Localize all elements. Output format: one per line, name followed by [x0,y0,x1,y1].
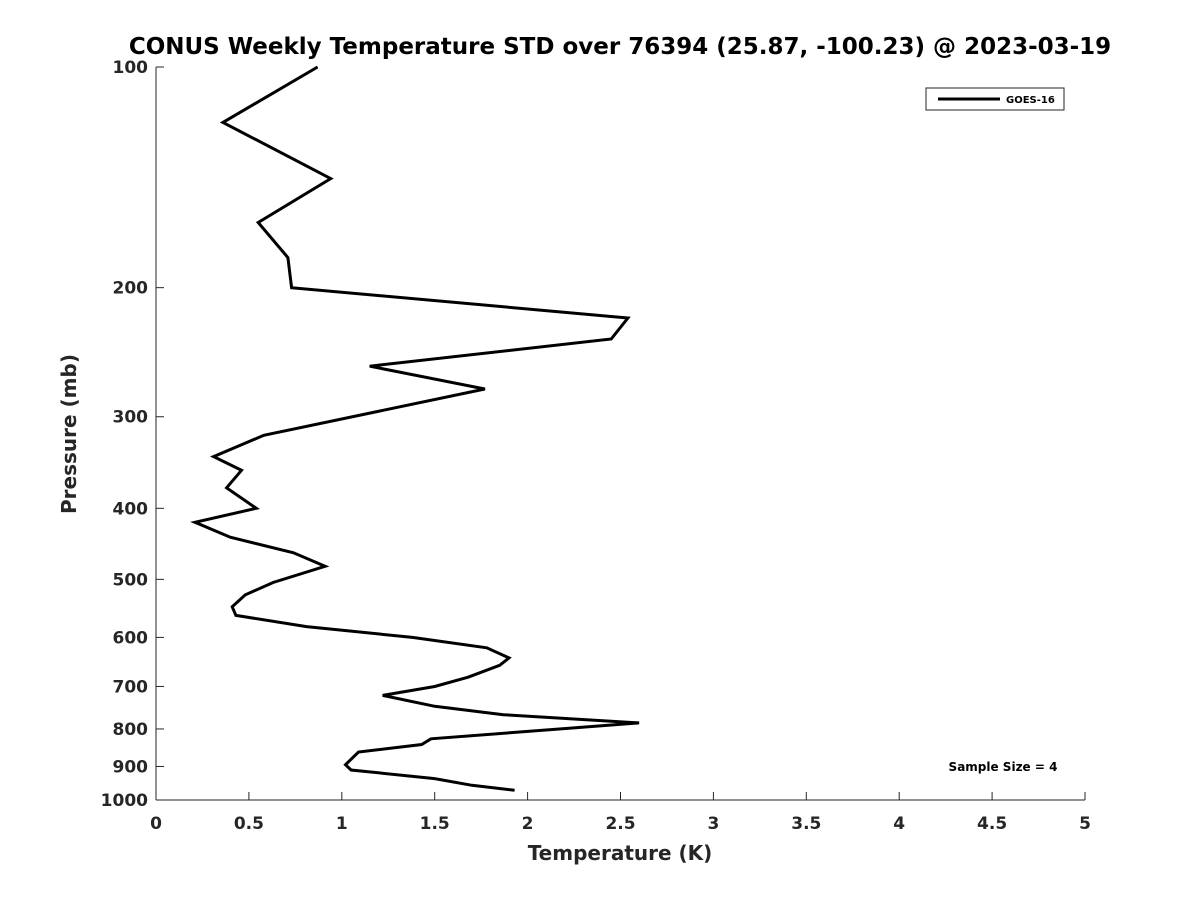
x-tick-label: 3.5 [791,814,821,834]
y-tick-label: 1000 [101,791,148,811]
y-tick-label: 900 [113,757,149,777]
x-tick-label: 1.5 [420,814,450,834]
x-tick-label: 0 [150,814,162,834]
y-tick-label: 400 [113,499,149,519]
x-tick-label: 4.5 [977,814,1007,834]
chart-title: CONUS Weekly Temperature STD over 76394 … [129,34,1111,60]
y-tick-label: 800 [113,720,149,740]
x-tick-label: 3 [707,814,719,834]
y-axis-ticks: 100 200 300 400 500 600 700 800 900 1000 [101,58,164,811]
y-tick-label: 200 [113,279,149,299]
x-tick-label: 5 [1079,814,1091,834]
y-tick-label: 100 [113,58,149,78]
x-tick-label: 0.5 [234,814,264,834]
series-layer [190,65,640,792]
y-tick-label: 700 [113,677,149,697]
legend: GOES-16 [925,87,1065,111]
legend-label-goes-16: GOES-16 [1006,95,1055,106]
y-tick-label: 600 [113,628,149,648]
x-tick-label: 4 [893,814,905,834]
sample-size-annotation: Sample Size = 4 [949,760,1058,774]
y-axis-label: Pressure (mb) [57,354,81,514]
x-tick-label: 1 [336,814,348,834]
y-tick-label: 300 [113,408,149,428]
series-line-goes-16 [190,65,640,792]
x-axis-ticks: 0 0.5 1 1.5 2 2.5 3 3.5 4 4.5 5 [150,792,1091,834]
plot-area: 0 0.5 1 1.5 2 2.5 3 3.5 4 4.5 5 100 200 300 400 500 600… [101,58,1091,834]
x-tick-label: 2.5 [605,814,635,834]
x-tick-label: 2 [522,814,534,834]
y-tick-label: 500 [113,570,149,590]
x-axis-label: Temperature (K) [528,841,713,865]
